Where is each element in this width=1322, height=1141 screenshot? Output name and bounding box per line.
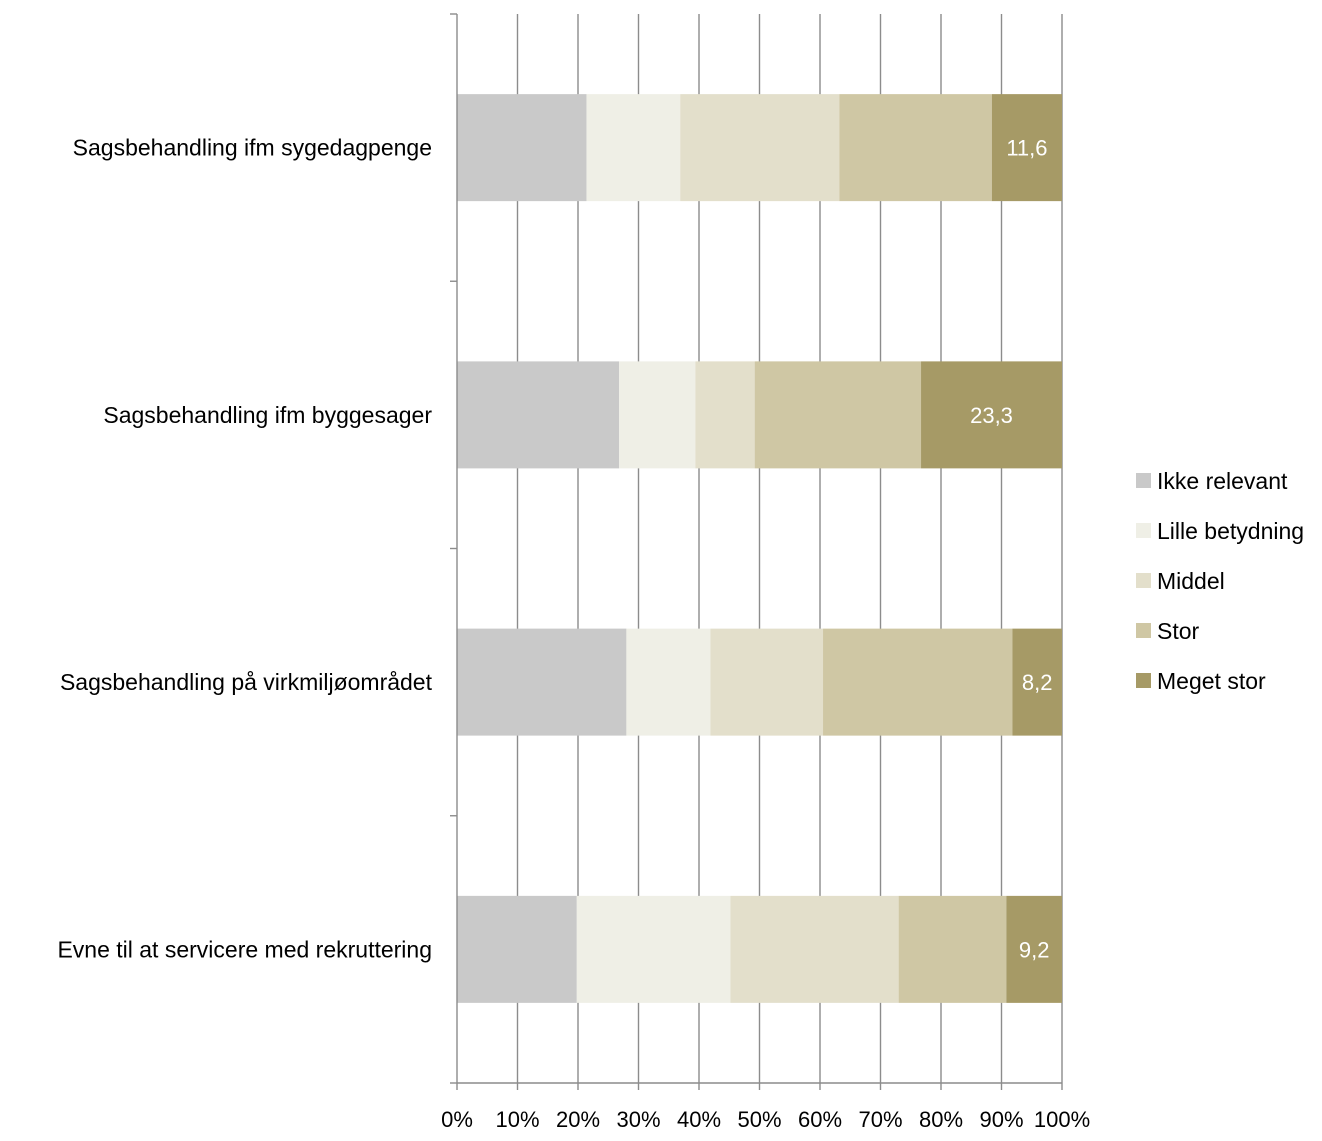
legend-swatch <box>1136 523 1151 538</box>
x-tick-labels: 0% 10% 20% 30% 40% 50% 60% 70% 80% 90% 100% <box>441 1107 1090 1132</box>
data-label: 23,3 <box>970 403 1013 428</box>
category-label: Sagsbehandling på virkmiljøområdet <box>60 669 433 695</box>
data-label: 8,2 <box>1022 670 1053 695</box>
bar-segment <box>457 895 577 1003</box>
bar-segment <box>586 94 681 202</box>
x-tick-label: 80% <box>919 1107 963 1132</box>
x-tick-label: 40% <box>677 1107 721 1132</box>
bar-segment <box>457 628 627 736</box>
bar-segment <box>991 94 1062 202</box>
bar-segment <box>839 94 992 202</box>
x-tick-label: 70% <box>858 1107 902 1132</box>
data-label: 11,6 <box>1006 136 1047 161</box>
bar-segment <box>576 895 731 1003</box>
legend-label: Middel <box>1157 568 1225 594</box>
legend: Ikke relevant Lille betydning Middel Stor Me… <box>1136 468 1304 694</box>
legend-swatch <box>1136 573 1151 588</box>
bar-segment <box>680 94 840 202</box>
bar-segment <box>1006 895 1062 1003</box>
bar-segment <box>626 628 711 736</box>
x-tick-label: 20% <box>556 1107 600 1132</box>
x-tick-label: 10% <box>495 1107 539 1132</box>
legend-label: Stor <box>1157 618 1200 644</box>
bar-segment <box>823 628 1013 736</box>
legend-swatch <box>1136 623 1151 638</box>
bar-segment <box>457 94 587 202</box>
bar-segment <box>730 895 899 1003</box>
x-tick-label: 60% <box>798 1107 842 1132</box>
data-labels: 11,6 23,3 8,2 9,2 <box>970 136 1052 963</box>
data-label: 9,2 <box>1019 937 1050 962</box>
bar-segment <box>457 361 620 469</box>
bar-segment <box>754 361 922 469</box>
legend-label: Lille betydning <box>1157 518 1304 544</box>
x-tick-label: 30% <box>616 1107 660 1132</box>
category-label: Sagsbehandling ifm byggesager <box>103 402 432 428</box>
bar-segment <box>619 361 696 469</box>
category-label: Evne til at servicere med rekruttering <box>57 936 432 962</box>
legend-swatch <box>1136 473 1151 488</box>
bar-segment <box>710 628 824 736</box>
x-tick-label: 100% <box>1034 1107 1090 1132</box>
bar-segment <box>898 895 1007 1003</box>
category-label: Sagsbehandling ifm sygedagpenge <box>73 135 432 161</box>
x-tick-label: 50% <box>737 1107 781 1132</box>
legend-label: Meget stor <box>1157 668 1266 694</box>
x-tick-label: 90% <box>979 1107 1023 1132</box>
category-labels: Sagsbehandling ifm sygedagpenge Sagsbehan… <box>57 135 432 963</box>
axes <box>450 13 1063 1090</box>
bar-segments <box>457 94 1062 1003</box>
bar-segment <box>921 361 1062 469</box>
bar-segment <box>695 361 755 469</box>
bar-segment <box>1012 628 1062 736</box>
legend-label: Ikke relevant <box>1157 468 1288 494</box>
legend-swatch <box>1136 673 1151 688</box>
x-tick-label: 0% <box>441 1107 473 1132</box>
